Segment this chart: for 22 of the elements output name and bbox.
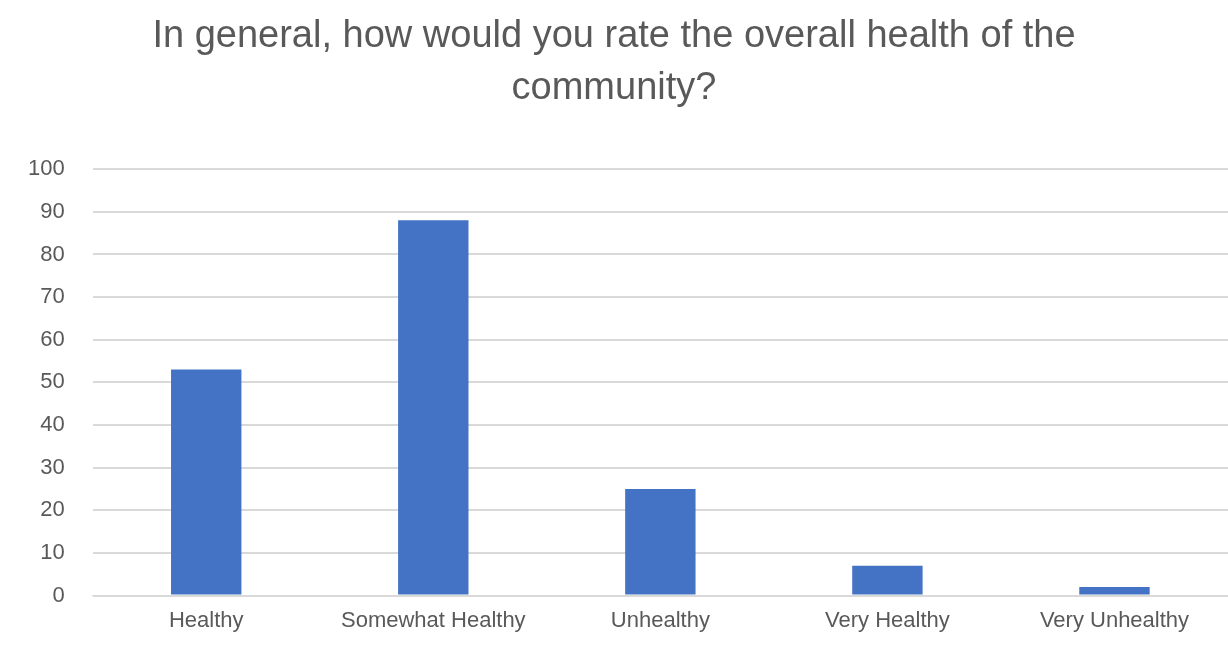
x-tick-label: Healthy xyxy=(168,606,244,632)
y-tick-label: 30 xyxy=(40,453,65,479)
bar xyxy=(852,565,923,595)
x-tick-label: Very Healthy xyxy=(825,606,950,632)
x-tick-label: Very Unhealthy xyxy=(1039,606,1190,632)
y-tick-label: 80 xyxy=(40,240,65,266)
y-tick-label: 40 xyxy=(40,411,65,437)
y-tick-label: 100 xyxy=(27,155,65,181)
y-tick-label: 20 xyxy=(40,496,65,522)
bar xyxy=(398,220,469,595)
chart-title: In general, how would you rate the overall health of the community? xyxy=(151,12,1077,109)
y-tick-label: 90 xyxy=(40,197,65,223)
x-tick-label: Somewhat Healthy xyxy=(340,606,526,632)
bar xyxy=(1079,587,1150,595)
y-tick-label: 70 xyxy=(40,283,65,309)
y-tick-label: 0 xyxy=(52,581,65,607)
y-tick-label: 10 xyxy=(40,539,65,565)
y-tick-label: 50 xyxy=(40,368,65,394)
bar xyxy=(625,489,696,595)
x-tick-label: Unhealthy xyxy=(610,606,710,632)
y-tick-label: 60 xyxy=(40,325,65,351)
bar xyxy=(171,369,242,595)
